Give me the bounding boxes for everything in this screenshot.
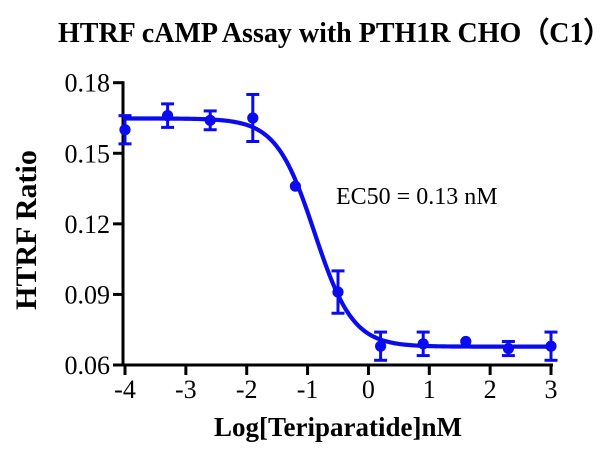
data-point-marker: [545, 340, 557, 352]
data-point-marker: [289, 180, 301, 192]
y-tick-label: 0.09: [65, 280, 111, 309]
axis-frame: [121, 81, 553, 367]
data-point-marker: [247, 112, 259, 124]
data-point-marker: [417, 338, 429, 350]
x-tick-label: -1: [297, 375, 319, 404]
data-point-marker: [502, 342, 514, 355]
data-point-marker: [460, 335, 472, 348]
data-point-marker: [119, 124, 131, 136]
y-tick-label: 0.18: [65, 69, 111, 98]
x-tick-label: -4: [114, 375, 136, 404]
y-tick-label: 0.15: [65, 139, 111, 168]
x-tick-label: 0: [362, 375, 375, 404]
x-tick-label: -3: [175, 375, 197, 404]
x-tick-label: 2: [484, 375, 497, 404]
x-axis-label: Log[Teriparatide]nM: [214, 412, 462, 442]
data-point-marker: [162, 110, 174, 122]
y-tick-label: 0.12: [65, 210, 111, 239]
chart-title: HTRF cAMP Assay with PTH1R CHO（C1）: [58, 18, 607, 49]
x-tick-label: -2: [236, 375, 258, 404]
data-point-marker: [332, 286, 344, 298]
ec50-annotation: EC50 = 0.13 nM: [336, 184, 498, 210]
x-tick-label: 1: [423, 375, 436, 404]
x-tick-label: 3: [545, 375, 558, 404]
data-point-marker: [204, 114, 216, 126]
data-point-marker: [375, 340, 387, 352]
y-tick-label: 0.06: [65, 351, 111, 380]
